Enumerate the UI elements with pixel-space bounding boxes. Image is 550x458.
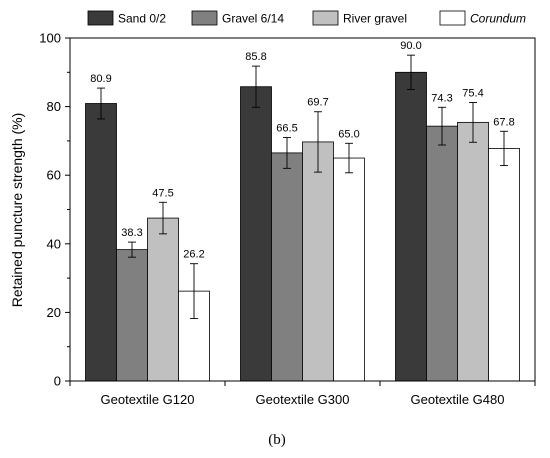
- y-tick-label-3: 60: [47, 168, 61, 183]
- data-label-2-2: 75.4: [462, 87, 483, 99]
- legend-label-2: River gravel: [343, 12, 407, 26]
- bar-1-0: [240, 86, 272, 382]
- bar-2-3: [488, 148, 520, 382]
- data-label-2-3: 67.8: [493, 116, 514, 128]
- data-labels-group: 80.9 38.3 47.5 26.2 85.8 66.5 69.7 65.0 90.0 74.3…: [90, 40, 514, 261]
- legend-label-3: Corundum: [470, 12, 526, 26]
- data-label-1-2: 69.7: [307, 97, 328, 109]
- legend-swatch-1: [191, 10, 218, 26]
- data-label-1-0: 85.8: [245, 51, 266, 63]
- legend-swatch-3: [439, 10, 466, 26]
- data-label-0-3: 26.2: [183, 249, 204, 261]
- y-tick-label-2: 40: [47, 236, 61, 251]
- data-label-0-2: 47.5: [152, 187, 173, 199]
- error-bars-group: [97, 54, 508, 320]
- bar-1-3: [333, 157, 365, 382]
- legend-swatch-0: [87, 10, 114, 26]
- legend-label-1: Gravel 6/14: [222, 12, 284, 26]
- bar-2-2: [457, 121, 489, 382]
- bars-group: [85, 71, 520, 382]
- y-axis-label: Retained puncture strength (%): [9, 113, 25, 308]
- bar-0-0: [85, 103, 117, 382]
- bar-0-1: [116, 249, 148, 382]
- category-label-0: Geotextile G120: [101, 392, 195, 407]
- axes: Geotextile G120 Geotextile G300 Geotextile…: [39, 31, 536, 407]
- bar-2-0: [395, 71, 427, 382]
- category-label-1: Geotextile G300: [256, 392, 350, 407]
- data-label-1-1: 66.5: [276, 122, 297, 134]
- y-tick-label-4: 80: [47, 99, 61, 114]
- legend-label-0: Sand 0/2: [118, 12, 166, 26]
- bar-0-2: [147, 217, 179, 382]
- y-tick-label-1: 20: [47, 305, 61, 320]
- y-tick-label-0: 0: [54, 374, 61, 389]
- bar-1-2: [302, 141, 334, 382]
- bar-1-1: [271, 152, 303, 382]
- figure-caption: (b): [268, 432, 286, 448]
- bar-2-1: [426, 125, 458, 382]
- legend-swatch-2: [312, 10, 339, 26]
- data-label-2-0: 90.0: [400, 40, 421, 52]
- data-label-1-3: 65.0: [338, 128, 359, 140]
- data-label-0-1: 38.3: [121, 227, 142, 239]
- legend: Sand 0/2 Gravel 6/14 River gravel Corundum: [87, 10, 526, 26]
- data-label-2-1: 74.3: [431, 92, 452, 104]
- data-label-0-0: 80.9: [90, 73, 111, 85]
- y-tick-label-5: 100: [39, 31, 61, 46]
- category-label-2: Geotextile G480: [411, 392, 505, 407]
